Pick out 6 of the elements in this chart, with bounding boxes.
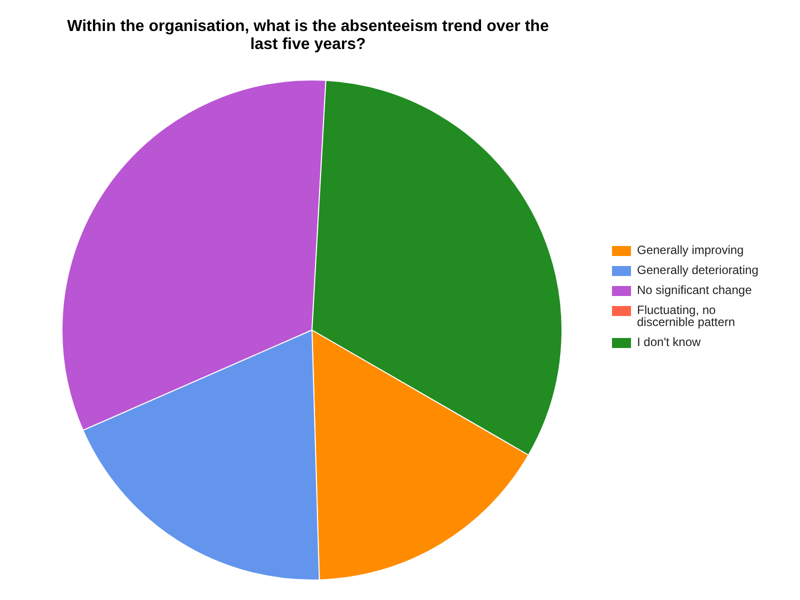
legend-label: Generally deteriorating <box>637 263 758 277</box>
legend-label: I don't know <box>637 335 701 349</box>
legend-label: No significant change <box>637 283 752 297</box>
chart-title: Within the organisation, what is the absenteeism trend over the last five years? <box>66 18 550 54</box>
legend-label: Fluctuating, no discernible pattern <box>637 303 736 329</box>
legend-label: Generally improving <box>637 243 744 257</box>
